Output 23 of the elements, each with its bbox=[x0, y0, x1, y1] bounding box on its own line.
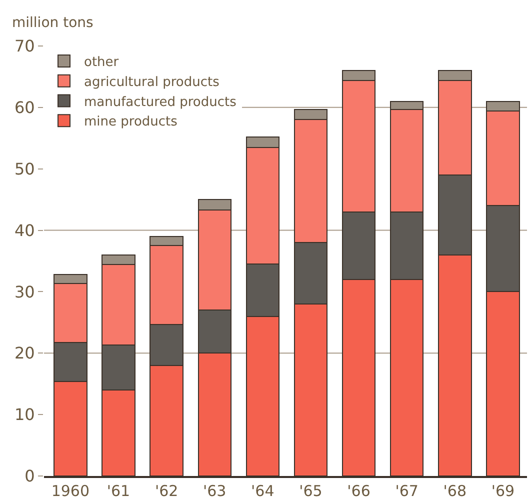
x-tick-label: '61 bbox=[106, 482, 130, 500]
x-tick-label: '64 bbox=[251, 482, 274, 500]
y-tick-label: 70 bbox=[14, 36, 35, 56]
y-axis-title: million tons bbox=[12, 15, 94, 31]
x-tick-label: '62 bbox=[154, 482, 178, 500]
legend-label: mine products bbox=[84, 114, 178, 130]
y-tick-label: 30 bbox=[14, 282, 35, 302]
y-tick-label: 10 bbox=[14, 405, 35, 424]
x-tick-label: '67 bbox=[395, 482, 418, 500]
legend-label: agricultural products bbox=[84, 74, 220, 90]
x-tick-label: '63 bbox=[203, 482, 226, 500]
x-tick-label: 1960 bbox=[51, 482, 90, 500]
legend-label: manufactured products bbox=[84, 94, 237, 110]
x-tick-label: '65 bbox=[299, 482, 322, 500]
y-tick-label: 20 bbox=[14, 344, 35, 363]
y-tick-label: 60 bbox=[14, 98, 35, 118]
y-tick-label: 40 bbox=[14, 220, 35, 240]
x-tick-label: '68 bbox=[443, 482, 467, 500]
legend-label: other bbox=[84, 55, 120, 70]
x-tick-label: '69 bbox=[491, 482, 515, 500]
y-tick-label: 0 bbox=[24, 466, 35, 486]
x-tick-label: '66 bbox=[347, 482, 370, 500]
y-tick-label: 50 bbox=[14, 159, 35, 178]
